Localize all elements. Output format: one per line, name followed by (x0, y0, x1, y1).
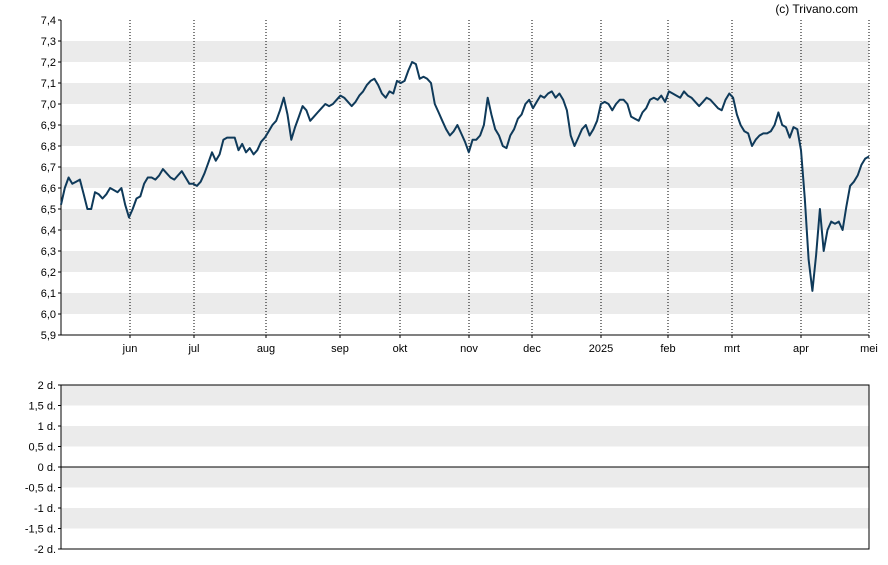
y-tick-label: 6,2 (41, 267, 56, 279)
y-tick-label: 7,4 (41, 15, 56, 27)
x-tick-label: feb (660, 343, 675, 355)
grid-band (61, 167, 869, 188)
grid-band (61, 251, 869, 272)
y-tick-label: 1,5 d. (28, 401, 56, 413)
x-tick-label: jul (187, 343, 199, 355)
y-tick-label: 6,5 (41, 204, 56, 216)
grid-band (61, 83, 869, 104)
y-tick-label: 6,8 (41, 141, 56, 153)
grid-band (61, 293, 869, 314)
x-tick-label: 2025 (589, 343, 613, 355)
y-tick-label: 6,0 (41, 309, 56, 321)
y-tick-label: -2 d. (34, 544, 56, 556)
y-tick-label: 1 d. (38, 421, 56, 433)
y-tick-label: 6,4 (41, 225, 56, 237)
y-tick-label: 6,9 (41, 120, 56, 132)
x-tick-label: sep (331, 343, 349, 355)
y-tick-label: 7,1 (41, 78, 56, 90)
grid-band (61, 209, 869, 230)
x-tick-label: apr (793, 343, 809, 355)
x-tick-label: nov (460, 343, 478, 355)
y-tick-label: 6,7 (41, 162, 56, 174)
credit-text: (c) Trivano.com (775, 2, 858, 16)
y-tick-label: -1 d. (34, 503, 56, 515)
grid-band (61, 508, 869, 529)
y-tick-label: -0,5 d. (25, 483, 56, 495)
grid-band (61, 467, 869, 488)
x-tick-label: okt (393, 343, 408, 355)
x-tick-label: dec (523, 343, 541, 355)
main-price-chart: 7,4 7,3 7,2 7,1 7,0 6,9 6,8 6,7 6,6 6,5 6,4 6,3 6,2 6… (41, 15, 878, 355)
y-tick-label: 2 d. (38, 380, 56, 392)
y-tick-label: 7,0 (41, 99, 56, 111)
y-tick-label: 0,5 d. (28, 442, 56, 454)
y-tick-label: 6,6 (41, 183, 56, 195)
price-series-line (60, 61, 870, 292)
x-tick-label: mei (860, 343, 878, 355)
x-tick-label: aug (257, 343, 275, 355)
y-tick-label: 5,9 (41, 330, 56, 342)
grid-band (61, 385, 869, 406)
y-tick-label: 6,3 (41, 246, 56, 258)
grid-band (61, 426, 869, 447)
secondary-indicator-chart: 2 d. 1,5 d. 1 d. 0,5 d. 0 d. -0,5 d. -1 d. -1,5… (25, 380, 870, 556)
y-tick-label: 7,2 (41, 57, 56, 69)
x-tick-label: mrt (724, 343, 740, 355)
y-tick-label: 6,1 (41, 288, 56, 300)
grid-band (61, 41, 869, 62)
y-tick-label: 7,3 (41, 36, 56, 48)
x-tick-label: jun (122, 343, 138, 355)
y-tick-label: -1,5 d. (25, 524, 56, 536)
y-tick-label: 0 d. (38, 462, 56, 474)
